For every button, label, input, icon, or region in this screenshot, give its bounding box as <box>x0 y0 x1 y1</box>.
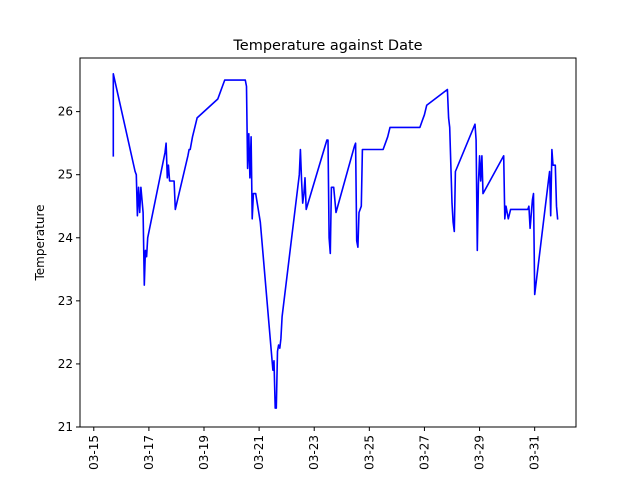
x-tick-label: 03-21 <box>252 435 266 470</box>
y-tick-label: 25 <box>58 168 73 182</box>
y-tick-label: 23 <box>58 294 73 308</box>
x-tick-label: 03-19 <box>197 435 211 470</box>
y-axis-label: Temperature <box>33 204 47 281</box>
x-tick-label: 03-17 <box>142 435 156 470</box>
plot-frame <box>79 57 577 428</box>
x-tick-label: 03-15 <box>87 435 101 470</box>
y-tick-label: 26 <box>58 105 73 119</box>
x-tick-label: 03-23 <box>307 435 321 470</box>
y-tick-label: 24 <box>58 231 73 245</box>
plot-area <box>80 58 576 427</box>
series-line-temperature <box>112 73 559 409</box>
chart-title: Temperature against Date <box>232 38 422 54</box>
x-axis-ticks: 03-15 03-17 03-19 03-21 03-23 03-25 03-27 03-29… <box>87 427 542 470</box>
series-layer <box>112 73 559 409</box>
y-tick-label: 21 <box>58 420 73 434</box>
y-tick-label: 22 <box>58 357 73 371</box>
x-tick-label: 03-29 <box>473 435 487 470</box>
y-axis-ticks: 21 22 23 24 25 26 <box>58 105 80 434</box>
x-tick-label: 03-27 <box>417 435 431 470</box>
x-tick-label: 03-31 <box>528 435 542 470</box>
x-tick-label: 03-25 <box>362 435 376 470</box>
